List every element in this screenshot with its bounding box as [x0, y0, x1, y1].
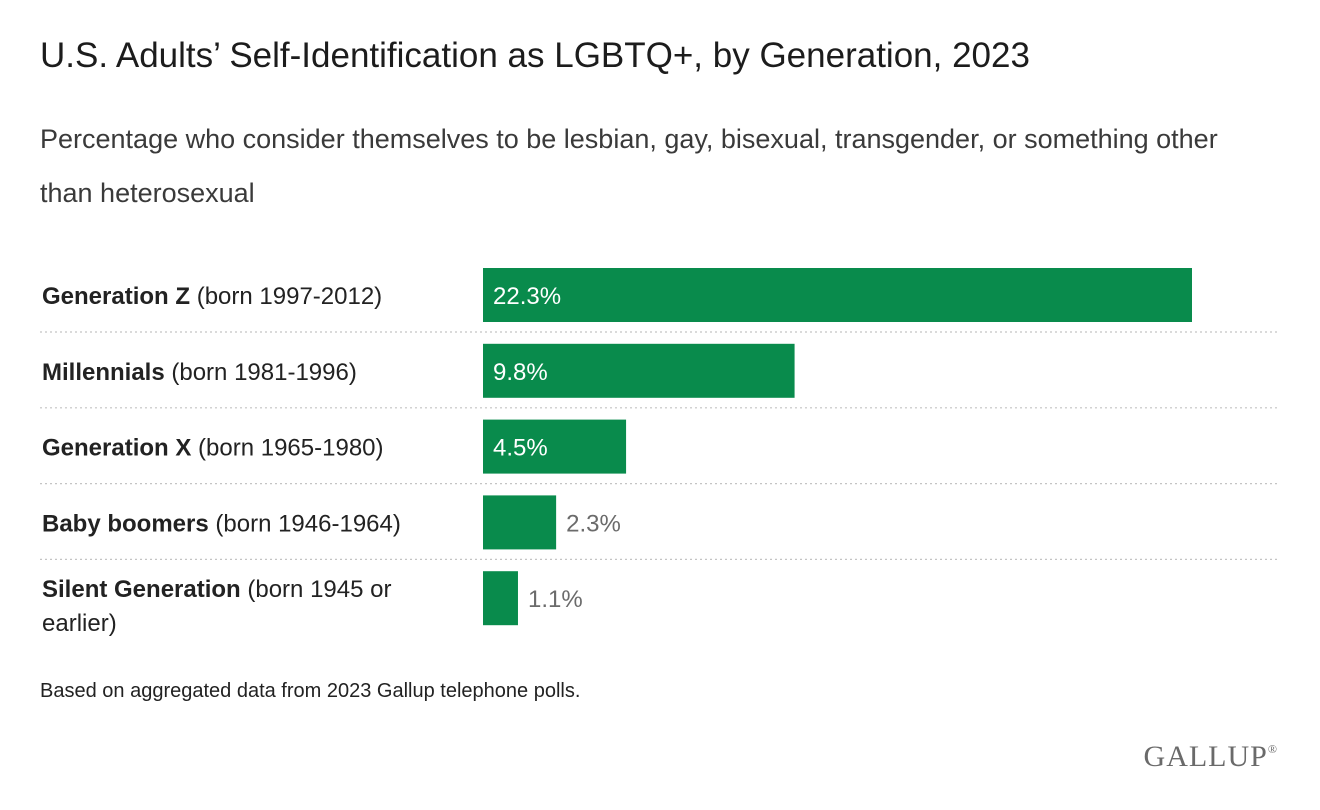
- value-label-millennials: 9.8%: [493, 359, 548, 386]
- category-label-silent-generation: Silent Generation (born 1945 or: [42, 576, 391, 603]
- category-label-millennials: Millennials (born 1981-1996): [42, 359, 357, 386]
- category-label-baby-boomers: Baby boomers (born 1946-1964): [42, 510, 401, 537]
- gallup-logo-text: GALLUP: [1143, 740, 1268, 773]
- bar-silent-generation: [483, 571, 518, 626]
- category-label-generation-x: Generation X (born 1965-1980): [42, 435, 384, 462]
- category-label-generation-z: Generation Z (born 1997-2012): [42, 283, 382, 310]
- gallup-logo: GALLUP®: [1144, 740, 1278, 774]
- category-label-cont-silent-generation: earlier): [42, 610, 117, 637]
- bar-generation-x: [483, 419, 627, 474]
- value-label-generation-x: 4.5%: [493, 435, 548, 462]
- value-label-generation-z: 22.3%: [493, 283, 561, 310]
- chart-subtitle: Percentage who consider themselves to be…: [40, 124, 1218, 208]
- bar-baby-boomers: [483, 495, 557, 550]
- bar-millennials: [483, 343, 795, 398]
- registered-mark: ®: [1267, 742, 1278, 756]
- bar-generation-z: [483, 268, 1192, 322]
- value-label-baby-boomers: 2.3%: [566, 510, 621, 537]
- value-label-silent-generation: 1.1%: [528, 586, 583, 613]
- chart-title: U.S. Adults’ Self-Identification as LGBT…: [40, 36, 1030, 75]
- bar-chart: Generation Z (born 1997-2012) 22.3% Millen…: [40, 268, 1278, 637]
- footnote: Based on aggregated data from 2023 Gallu…: [40, 680, 581, 702]
